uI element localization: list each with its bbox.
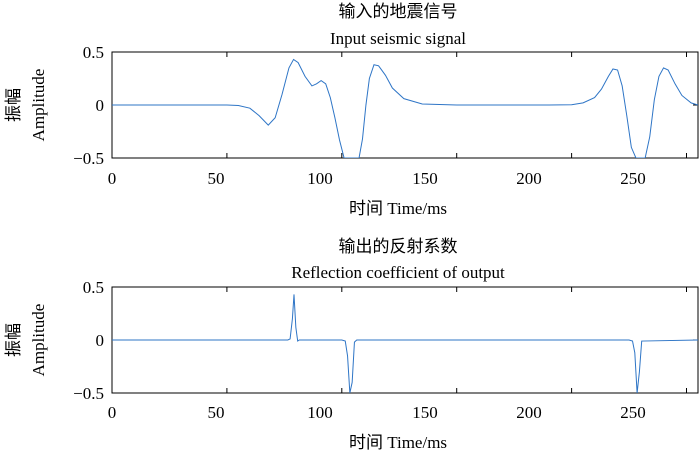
y-tick-label: 0 xyxy=(96,96,105,115)
x-tick-label: 50 xyxy=(208,169,225,188)
x-tick-label: 150 xyxy=(412,169,438,188)
y-axis-label-cn: 振幅 xyxy=(4,323,23,357)
series-line-reflection-coefficient xyxy=(112,294,698,393)
chart-subtitle: Input seismic signal xyxy=(330,29,466,48)
x-tick-label: 100 xyxy=(307,403,333,422)
x-tick-label: 250 xyxy=(620,169,646,188)
y-axis-label-cn: 振幅 xyxy=(4,88,23,122)
x-tick-label: 150 xyxy=(412,403,438,422)
chart-subtitle: Reflection coefficient of output xyxy=(291,263,505,282)
y-tick-label: −0.5 xyxy=(73,384,104,403)
chart-title: 输入的地震信号 xyxy=(339,2,458,21)
chart-reflection-coefficient: 输出的反射系数 Reflection coefficient of output… xyxy=(4,237,699,452)
axis-ticks xyxy=(111,286,698,394)
y-tick-label: 0.5 xyxy=(83,43,104,62)
x-tick-label: 0 xyxy=(108,403,117,422)
y-tick-label: 0 xyxy=(96,331,105,350)
x-tick-label: 200 xyxy=(516,169,542,188)
x-tick-label: 200 xyxy=(516,403,542,422)
chart-title: 输出的反射系数 xyxy=(339,237,458,256)
chart-input-seismic-signal: 输入的地震信号 Input seismic signal 振幅 Amplitud… xyxy=(4,2,699,218)
y-tick-label: 0.5 xyxy=(83,278,104,297)
x-tick-label: 0 xyxy=(108,169,117,188)
x-axis-label: 时间 Time/ms xyxy=(349,199,447,218)
y-axis-label-en: Amplitude xyxy=(29,69,48,142)
x-tick-label: 100 xyxy=(307,169,333,188)
x-axis-label: 时间 Time/ms xyxy=(349,433,447,452)
x-tick-label: 250 xyxy=(620,403,646,422)
x-tick-label: 50 xyxy=(208,403,225,422)
y-axis-label-en: Amplitude xyxy=(29,304,48,377)
series-line-input-signal xyxy=(112,58,698,158)
y-tick-label: −0.5 xyxy=(73,149,104,168)
y-axis-label: 振幅 xyxy=(4,88,23,122)
